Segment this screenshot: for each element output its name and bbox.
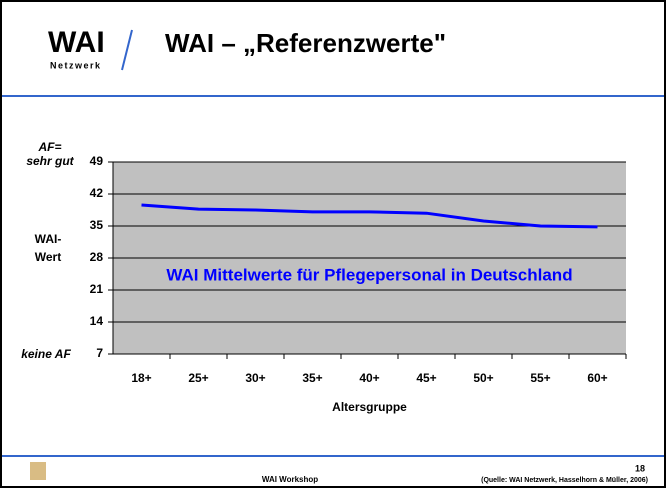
slide-title: WAI – „Referenzwerte" (165, 28, 446, 58)
y-tick-label: 28 (90, 250, 104, 264)
footer-source: (Quelle: WAI Netzwerk, Hasselhorn & Müll… (481, 477, 648, 484)
y-tick-label: 49 (90, 154, 104, 168)
top-label: sehr gut (26, 154, 74, 168)
legend-label: WAI Mittelwerte für Pflegepersonal in De… (166, 265, 572, 284)
x-tick-label: 25+ (188, 371, 208, 385)
y-tick-label: 42 (90, 186, 104, 200)
x-tick-label: 18+ (131, 371, 151, 385)
y-axis-label: WAI- (35, 232, 62, 246)
x-tick-label: 50+ (473, 371, 493, 385)
y-tick-label: 7 (96, 346, 103, 360)
x-tick-label: 35+ (302, 371, 322, 385)
x-tick-label: 45+ (416, 371, 436, 385)
x-tick-label: 55+ (530, 371, 550, 385)
x-tick-label: 40+ (359, 371, 379, 385)
x-tick-label: 30+ (245, 371, 265, 385)
x-axis-label: Altersgruppe (332, 400, 407, 414)
footer-icon (30, 462, 46, 480)
top-label: AF= (37, 140, 61, 154)
footer-event: WAI Workshop (262, 475, 318, 484)
line-series (141, 203, 598, 229)
logo-slash (121, 29, 133, 71)
logo-sub: Netzwerk (50, 60, 102, 70)
y-tick-label: 21 (90, 282, 104, 296)
bottom-label: keine AF (21, 347, 71, 361)
y-tick-label: 35 (90, 218, 104, 232)
x-tick-label: 60+ (587, 371, 607, 385)
page-number: 18 (635, 463, 645, 473)
y-axis-label: Wert (35, 250, 61, 264)
logo: WAI (48, 26, 105, 59)
y-tick-label: 14 (90, 314, 104, 328)
